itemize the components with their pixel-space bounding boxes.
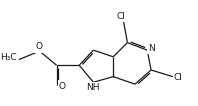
Text: N: N	[148, 44, 155, 53]
Text: O: O	[35, 43, 42, 51]
Text: O: O	[59, 82, 66, 91]
Text: Cl: Cl	[174, 73, 183, 82]
Text: NH: NH	[86, 83, 100, 92]
Text: Cl: Cl	[117, 12, 126, 21]
Text: H₃C: H₃C	[0, 53, 17, 62]
